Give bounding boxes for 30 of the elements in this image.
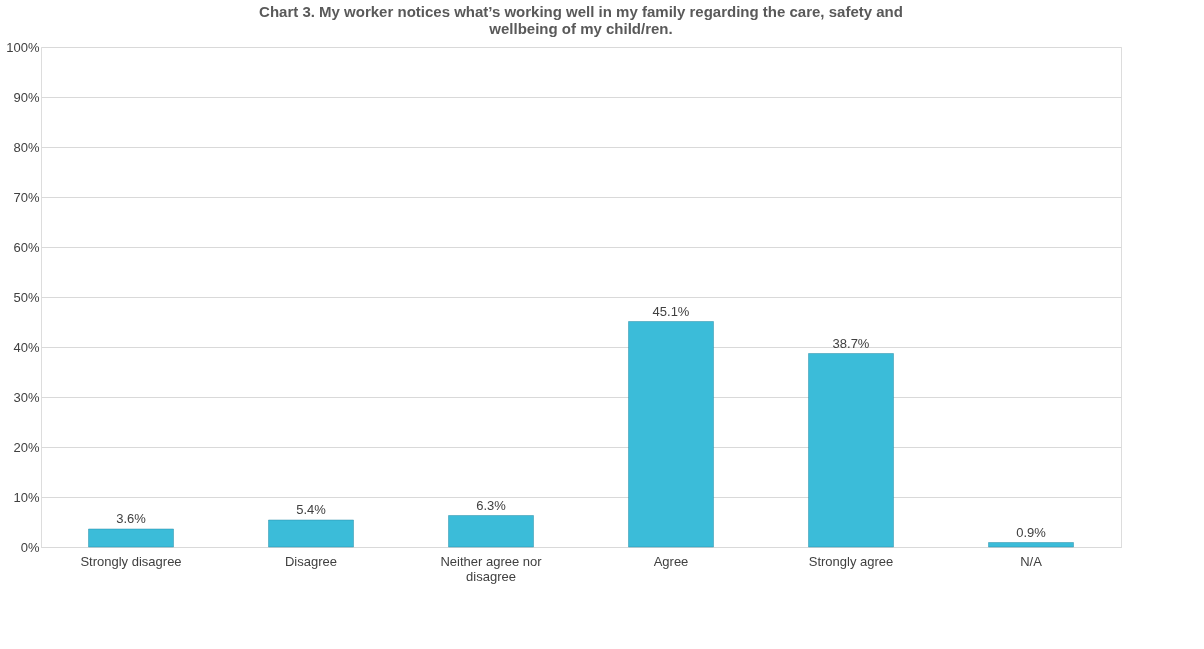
bar bbox=[988, 542, 1074, 548]
data-label: 6.3% bbox=[476, 497, 507, 513]
bar bbox=[448, 515, 534, 548]
y-tick-label: 100% bbox=[6, 39, 40, 55]
bar bbox=[628, 321, 714, 548]
chart-title: Chart 3. My worker notices what’s working well in my family regarding the care, safety and wellbeing of my child/ren. bbox=[259, 3, 903, 37]
bar bbox=[268, 519, 354, 548]
bar bbox=[88, 528, 174, 548]
x-tick-label: Neither agree nor disagree bbox=[440, 553, 543, 584]
data-label: 5.4% bbox=[296, 502, 327, 517]
x-tick-label: Agree bbox=[653, 553, 689, 569]
y-tick-label: 50% bbox=[13, 289, 40, 305]
x-tick-label: Strongly disagree bbox=[80, 553, 182, 569]
y-tick-label: 20% bbox=[13, 439, 40, 455]
y-tick-label: 80% bbox=[13, 139, 40, 155]
data-label: 0.9% bbox=[1016, 524, 1047, 540]
y-tick-label: 10% bbox=[13, 489, 40, 505]
x-tick-label: Disagree bbox=[284, 553, 338, 569]
y-tick-label: 70% bbox=[13, 189, 40, 205]
data-label: 3.6% bbox=[116, 511, 147, 526]
y-tick-label: 0% bbox=[20, 539, 40, 555]
x-tick-label: Strongly agree bbox=[808, 553, 894, 569]
bar bbox=[808, 353, 894, 548]
y-tick-label: 60% bbox=[13, 239, 40, 255]
data-label: 38.7% bbox=[832, 335, 870, 351]
data-label: 45.1% bbox=[652, 303, 690, 319]
y-tick-label: 30% bbox=[13, 389, 40, 405]
x-tick-label: N/A bbox=[1020, 553, 1043, 569]
y-tick-label: 90% bbox=[13, 89, 40, 105]
y-tick-label: 40% bbox=[13, 339, 40, 355]
